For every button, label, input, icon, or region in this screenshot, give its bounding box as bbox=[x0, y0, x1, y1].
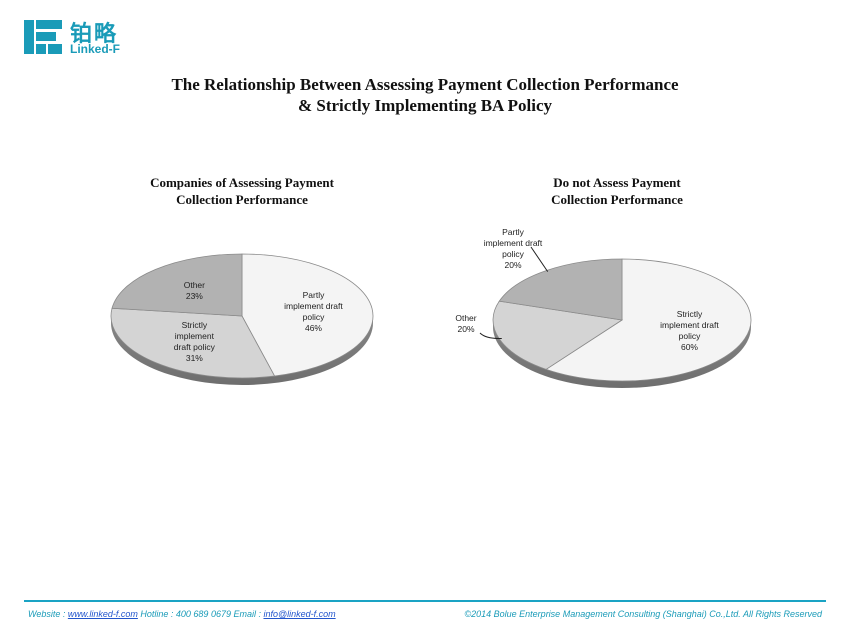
pie-1-label-2: Strictly implement draft policy 31% bbox=[174, 320, 216, 363]
pie-2-leader-3 bbox=[530, 246, 549, 272]
pie-1-slice-3 bbox=[111, 253, 243, 317]
linked-f-logo-icon bbox=[24, 20, 62, 54]
chart-2-title-line-1: Do not Assess Payment bbox=[553, 175, 681, 190]
footer-copyright: ©2014 Bolue Enterprise Management Consul… bbox=[464, 609, 823, 619]
chart-1-title: Companies of Assessing Payment Collectio… bbox=[112, 174, 372, 208]
chart-1-title-line-1: Companies of Assessing Payment bbox=[150, 175, 334, 190]
website-label: Website : bbox=[28, 609, 68, 619]
website-link[interactable]: www.linked-f.com bbox=[67, 609, 138, 619]
pie-1-slice-2 bbox=[110, 307, 276, 379]
footer-divider bbox=[24, 600, 826, 602]
pie-2-label-3: Partly implement draft policy 20% bbox=[484, 227, 543, 270]
chart-1-title-line-2: Collection Performance bbox=[176, 192, 308, 207]
pie-2-label-2: Other 20% bbox=[455, 313, 476, 334]
pie-chart-2: Strictly implement draft policy 60% Other 20%… bbox=[455, 227, 752, 388]
pie-1-label-1: Partly implement draft policy 46% bbox=[284, 290, 343, 333]
pie-1-label-3: Other 23% bbox=[184, 280, 205, 301]
pie-chart-1: Partly implement draft policy 46% Strictly im… bbox=[110, 253, 374, 385]
pie-1-slice-1 bbox=[241, 253, 374, 377]
hotline-text: Hotline : 400 689 0679 Email : bbox=[137, 609, 264, 619]
pie-2-slice-3 bbox=[498, 258, 623, 321]
logo-english-name: Linked-F bbox=[70, 42, 120, 56]
page-title: The Relationship Between Assessing Payme… bbox=[0, 74, 850, 116]
pie-2-slice-1 bbox=[545, 258, 752, 382]
logo-chinese-name: 铂略 bbox=[70, 22, 119, 47]
page-title-line-1: The Relationship Between Assessing Payme… bbox=[171, 75, 679, 94]
chart-2-title-line-2: Collection Performance bbox=[551, 192, 683, 207]
email-link[interactable]: info@linked-f.com bbox=[263, 609, 336, 619]
pie-2-leader-2 bbox=[479, 332, 502, 340]
chart-2-title: Do not Assess Payment Collection Perform… bbox=[487, 174, 747, 208]
page-title-line-2: & Strictly Implementing BA Policy bbox=[297, 96, 553, 115]
pie-2-label-1: Strictly implement draft policy 60% bbox=[660, 309, 719, 352]
footer-contact: Website : www.linked-f.com Hotline : 400… bbox=[28, 609, 336, 619]
company-logo: 铂略 Linked-F bbox=[24, 18, 144, 58]
